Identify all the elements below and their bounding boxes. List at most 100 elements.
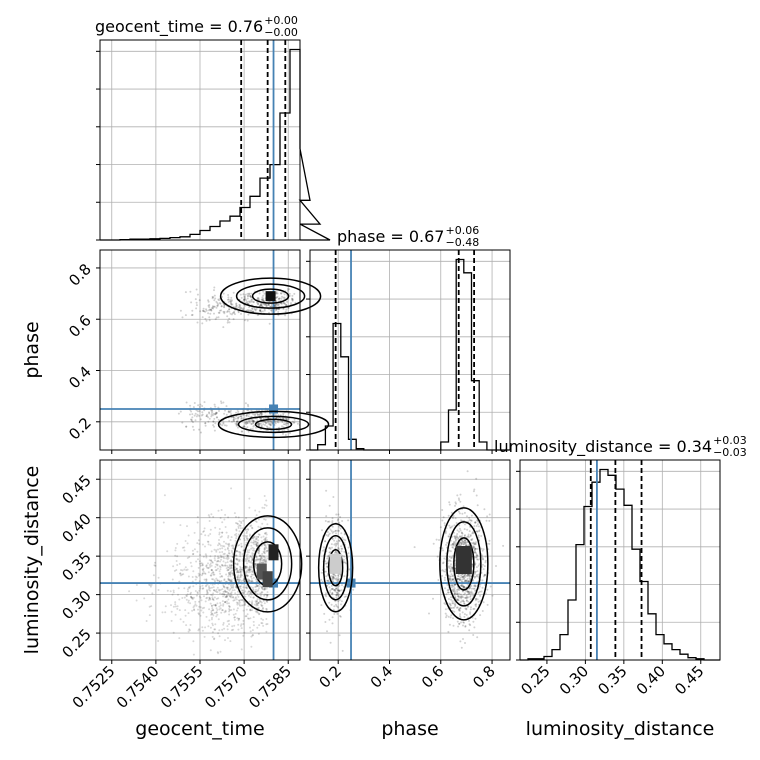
sample-point	[210, 564, 213, 567]
sample-point	[456, 578, 459, 580]
sample-point	[457, 609, 460, 612]
sample-point	[278, 297, 281, 300]
sample-point	[245, 560, 248, 563]
sample-point	[232, 608, 235, 611]
sample-point	[457, 577, 459, 580]
sample-point	[247, 617, 250, 620]
sample-point	[239, 598, 242, 601]
sample-point	[260, 311, 263, 313]
sample-point	[258, 558, 261, 561]
sample-point	[335, 587, 337, 590]
sample-point	[233, 310, 236, 313]
truth-marker	[269, 404, 279, 414]
sample-point	[469, 594, 472, 597]
sample-point	[208, 597, 211, 600]
sample-point	[280, 292, 282, 295]
sample-point	[251, 602, 254, 605]
sample-point	[335, 594, 338, 596]
sample-point	[328, 618, 331, 621]
sample-point	[474, 521, 476, 524]
sample-point	[225, 567, 228, 570]
sample-point	[250, 580, 253, 583]
sample-point	[239, 570, 242, 572]
sample-point	[201, 413, 204, 416]
sample-point	[480, 547, 483, 550]
sample-point	[247, 295, 249, 298]
sample-point	[443, 579, 446, 582]
sample-point	[203, 527, 206, 530]
sample-point	[207, 540, 210, 543]
sample-point	[343, 595, 346, 598]
sample-point	[267, 422, 270, 425]
sample-point	[219, 602, 222, 604]
sample-point	[244, 297, 247, 300]
sample-point	[235, 424, 238, 427]
sample-point	[260, 425, 263, 428]
sample-point	[248, 571, 251, 574]
sample-point	[472, 531, 475, 533]
sample-point	[245, 421, 248, 424]
sample-point	[235, 568, 238, 571]
sample-point	[258, 612, 261, 615]
sample-point	[201, 607, 204, 610]
sample-point	[260, 412, 263, 415]
sample-point	[185, 594, 188, 597]
sample-point	[259, 412, 262, 414]
sample-point	[235, 567, 238, 570]
sample-point	[473, 573, 476, 575]
sample-point	[219, 560, 222, 563]
sample-point	[450, 557, 453, 560]
sample-point	[321, 529, 323, 532]
sample-point	[453, 535, 456, 538]
sample-point	[456, 537, 459, 540]
sample-point	[214, 603, 217, 606]
sample-point	[182, 573, 185, 576]
sample-point	[447, 591, 450, 594]
sample-point	[258, 292, 261, 295]
sample-point	[264, 532, 267, 535]
sample-point	[335, 578, 338, 581]
sample-point	[286, 289, 289, 292]
sample-point	[285, 304, 288, 307]
sample-point	[251, 604, 254, 606]
sample-point	[220, 305, 223, 308]
sample-point	[328, 601, 331, 604]
sample-point	[467, 573, 470, 576]
sample-point	[215, 590, 218, 593]
sample-point	[338, 548, 340, 551]
sample-point	[236, 602, 239, 605]
sample-point	[193, 402, 196, 404]
sample-point	[229, 560, 232, 563]
sample-point	[244, 570, 247, 573]
sample-point	[472, 620, 475, 623]
sample-point	[454, 537, 457, 540]
sample-point	[260, 622, 263, 624]
sample-point	[467, 605, 470, 608]
sample-point	[267, 417, 270, 419]
sample-point	[228, 410, 231, 413]
sample-point	[205, 584, 208, 587]
sample-point	[457, 537, 460, 539]
sample-point	[464, 576, 467, 578]
sample-point	[450, 526, 453, 529]
sample-point	[210, 559, 213, 562]
sample-point	[257, 302, 259, 305]
sample-point	[226, 543, 229, 546]
sample-point	[458, 615, 461, 617]
sample-point	[488, 542, 491, 545]
sample-point	[222, 421, 225, 424]
sample-point	[260, 536, 263, 539]
sample-point	[452, 544, 455, 547]
sample-point	[455, 522, 458, 524]
sample-point	[252, 624, 255, 627]
sample-point	[476, 530, 479, 533]
sample-point	[448, 578, 451, 581]
sample-point	[223, 545, 226, 548]
title-geocent_time: geocent_time = 0.76 +0.00−0.00	[95, 14, 298, 39]
sample-point	[456, 598, 459, 601]
sample-point	[201, 572, 204, 575]
sample-point	[248, 534, 251, 537]
sample-point	[258, 554, 261, 557]
sample-point	[242, 619, 245, 622]
